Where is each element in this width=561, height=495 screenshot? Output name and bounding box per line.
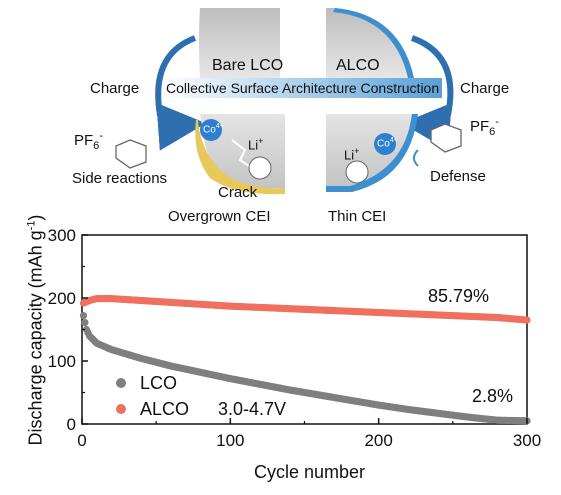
crack-label: Crack — [218, 184, 258, 201]
overgrown-cei-layer — [195, 120, 285, 195]
crack-lines — [231, 139, 256, 171]
legend-label-lco: LCO — [140, 373, 178, 393]
pf6-molecule-left — [115, 139, 147, 169]
bare-lco-particle — [199, 8, 280, 78]
x-tick-label: 200 — [364, 431, 392, 450]
co-ion-right-label: Co4+ — [377, 137, 398, 150]
lco-point — [79, 312, 88, 320]
legend-marker-alco — [116, 404, 126, 414]
y-tick-label: 0 — [67, 415, 76, 434]
co-ion-left — [200, 119, 222, 141]
left-charge-arrow — [155, 35, 206, 151]
pf6-right-label: PF6- — [470, 116, 499, 138]
legend-marker-lco — [116, 378, 126, 388]
construction-banner — [160, 78, 442, 98]
defense-arc — [413, 149, 419, 167]
legend-label-alco: ALCO — [140, 399, 190, 419]
schematic-illustration — [115, 8, 462, 195]
pf6-left-label: PF6- — [74, 130, 103, 152]
alco-retention-label: 85.79% — [428, 286, 490, 306]
x-tick-label: 300 — [513, 431, 541, 450]
li-ion-left-label: Li+ — [248, 136, 264, 153]
li-ion-left-face — [248, 156, 272, 180]
overgrown-cei-label: Overgrown CEI — [168, 208, 271, 225]
alco-label: ALCO — [336, 57, 380, 74]
thin-cei-layer — [326, 114, 418, 192]
defense-label: Defense — [430, 168, 486, 185]
right-charge-arrow — [402, 35, 454, 151]
lco-point — [81, 318, 89, 327]
bare-lco-label: Bare LCO — [212, 57, 284, 74]
co-ion-left-label: Co4+ — [203, 123, 224, 136]
alco-point — [523, 316, 531, 324]
side-reactions-label: Side reactions — [72, 170, 168, 187]
charge-left-label: Charge — [90, 80, 140, 97]
charge-right-label: Charge — [460, 80, 510, 97]
thin-cei-label: Thin CEI — [328, 208, 387, 225]
pf6-molecule-right — [430, 123, 462, 153]
lco-retention-label: 2.8% — [472, 386, 514, 406]
x-tick-label: 0 — [77, 431, 86, 450]
legend-condition: 3.0-4.7V — [218, 399, 287, 419]
construction-banner-label: Collective Surface Architecture Construc… — [166, 80, 440, 96]
x-tick-label: 100 — [216, 431, 244, 450]
y-axis-label: Discharge capacity (mAh g-1) — [25, 214, 46, 446]
y-tick-label: 200 — [48, 289, 76, 308]
y-tick-label: 300 — [48, 226, 76, 245]
x-axis-label: Cycle number — [254, 462, 366, 482]
li-ion-right-face — [345, 160, 369, 184]
li-ion-right-label: Li+ — [344, 146, 360, 163]
y-tick-label: 100 — [48, 352, 76, 371]
alco-coating — [333, 8, 414, 78]
co-ion-right — [374, 133, 396, 155]
alco-particle — [326, 8, 410, 78]
